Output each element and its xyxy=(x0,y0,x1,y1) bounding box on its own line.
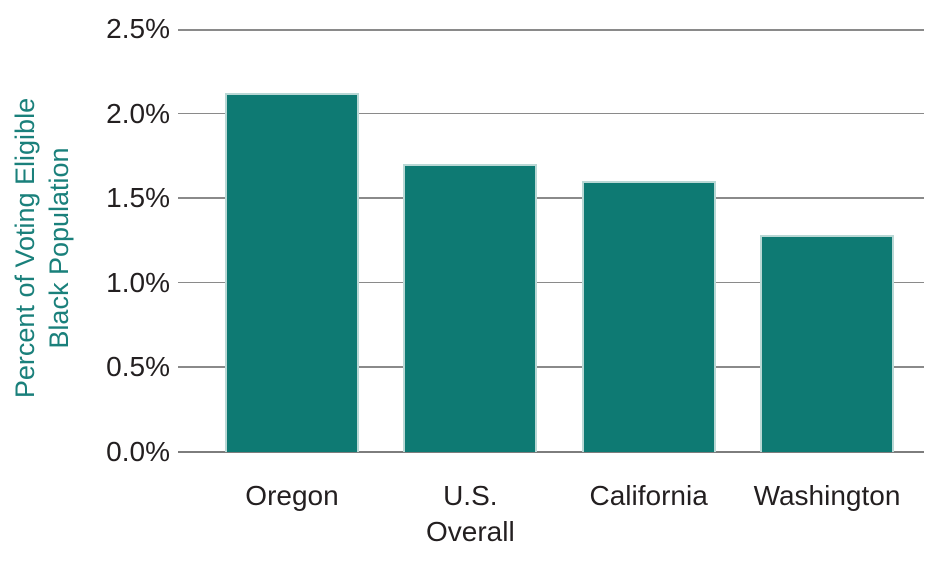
y-axis-title-line1: Percent of Voting Eligible xyxy=(10,97,40,399)
y-tick-label: 2.5% xyxy=(106,13,170,44)
y-axis-title-line2: Black Population xyxy=(44,147,74,349)
plot-area: 0.0% 0.5% 1.0% 1.5% 2.0% 2.5% Oregon U.S. Overal… xyxy=(106,13,924,547)
y-tick-label: 0.5% xyxy=(106,351,170,383)
bar-california xyxy=(581,181,716,452)
x-category-label-line: Oregon xyxy=(245,480,339,511)
gridline-0.0% xyxy=(178,451,924,453)
x-category-label-line: California xyxy=(589,480,708,511)
y-tick-label: 0.0% xyxy=(106,436,170,467)
x-category-label-oregon: Oregon xyxy=(245,478,338,514)
gridline-2.5% xyxy=(178,29,924,31)
gridline-1.0% xyxy=(178,281,924,284)
gridline-0.5% xyxy=(178,366,924,368)
y-axis-title: Percent of Voting Eligible Black Populat… xyxy=(8,58,76,438)
gridline-1.5% xyxy=(178,197,924,199)
x-category-label-line: Washington xyxy=(753,480,901,511)
x-category-label-california: California xyxy=(590,478,708,514)
y-tick-label: 1.5% xyxy=(106,182,170,214)
bar-washington xyxy=(759,235,894,452)
y-tick-label: 1.0% xyxy=(106,266,170,298)
x-category-label-line: Overall xyxy=(425,516,515,547)
x-category-label-line: U.S. xyxy=(443,480,498,511)
bar-oregon xyxy=(225,93,359,452)
gridline-2.0% xyxy=(178,112,924,115)
x-category-label-washington: Washington xyxy=(754,478,901,514)
x-category-label-u-s-overall: U.S. Overall xyxy=(426,478,515,550)
bar-u-s-overall xyxy=(403,164,538,452)
y-tick-label: 2.0% xyxy=(106,97,170,129)
